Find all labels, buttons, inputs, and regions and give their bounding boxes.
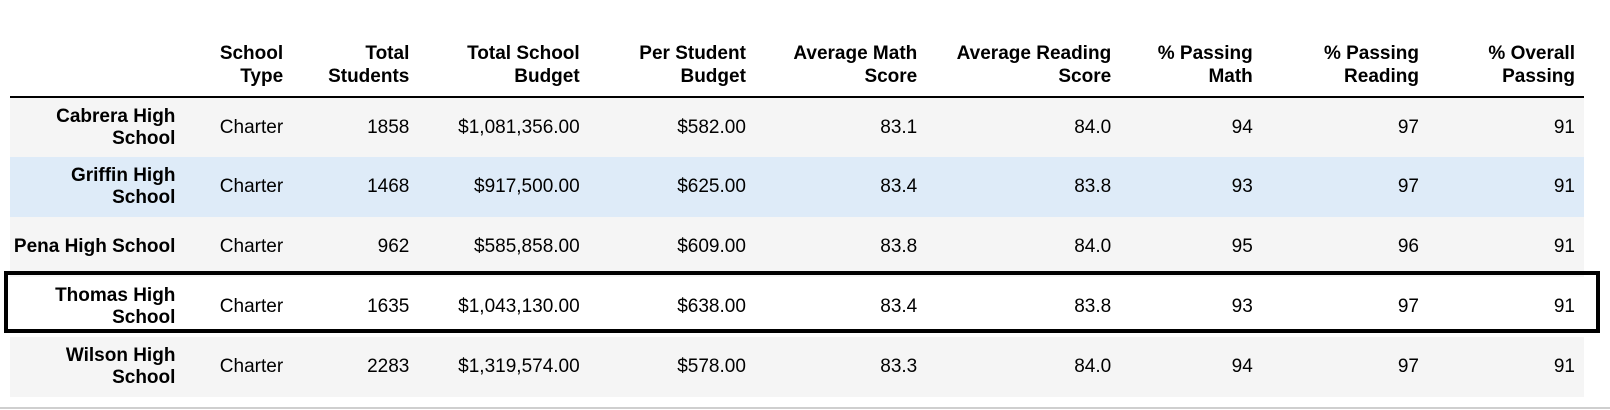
cell-school-type: Charter	[219, 356, 284, 377]
table-row: Wilson High School Charter 2283 $1,319,5…	[10, 337, 1584, 397]
row-index-school-name: Wilson High School	[65, 345, 176, 388]
cell-total-school-budget: $917,500.00	[474, 176, 580, 197]
cell-average-math-score: 83.8	[880, 236, 918, 257]
cell-passing-reading: 97	[1397, 296, 1419, 317]
cell-total-students: 2283	[367, 356, 410, 377]
cell-passing-math: 93	[1231, 176, 1253, 197]
table-row: Griffin High School Charter 1468 $917,50…	[10, 157, 1584, 217]
cell-average-math-score: 83.4	[880, 176, 918, 197]
cell-total-students: 962	[377, 236, 410, 257]
table-header-row: School Type Total Students Total School …	[10, 30, 1584, 98]
cell-per-student-budget: $625.00	[677, 176, 746, 197]
column-header-total-school-budget: Total School Budget	[418, 30, 589, 98]
cell-per-student-budget: $638.00	[677, 296, 746, 317]
school-summary-table: School Type Total Students Total School …	[10, 30, 1584, 397]
cell-average-reading-score: 84.0	[1074, 236, 1112, 257]
school-summary-table-container: School Type Total Students Total School …	[10, 30, 1584, 397]
cell-school-type: Charter	[219, 236, 284, 257]
cell-passing-math: 95	[1231, 236, 1253, 257]
cell-passing-reading: 96	[1397, 236, 1419, 257]
cell-per-student-budget: $609.00	[677, 236, 746, 257]
cell-passing-math: 94	[1231, 116, 1253, 138]
cell-total-school-budget: $1,319,574.00	[458, 356, 580, 377]
row-index-school-name: Griffin High School	[70, 165, 176, 208]
cell-total-school-budget: $1,043,130.00	[458, 296, 580, 317]
row-index-school-name: Thomas High School	[55, 285, 176, 328]
column-header-passing-reading: % Passing Reading	[1261, 30, 1428, 98]
table-row-highlighted: Thomas High School Charter 1635 $1,043,1…	[10, 277, 1584, 337]
cell-average-reading-score: 83.8	[1074, 176, 1112, 197]
cell-overall-passing: 91	[1553, 176, 1575, 197]
column-header-index	[10, 30, 185, 98]
cell-overall-passing: 91	[1553, 116, 1575, 138]
cell-per-student-budget: $578.00	[677, 356, 746, 377]
cell-overall-passing: 91	[1553, 296, 1575, 317]
column-header-passing-math: % Passing Math	[1120, 30, 1262, 98]
cell-school-type: Charter	[219, 116, 284, 138]
cell-overall-passing: 91	[1553, 236, 1575, 257]
cell-average-math-score: 83.4	[880, 296, 918, 317]
column-header-average-reading-score: Average Reading Score	[926, 30, 1121, 98]
output-bottom-divider	[0, 407, 1610, 409]
cell-total-students: 1468	[367, 176, 410, 197]
cell-passing-reading: 97	[1397, 116, 1419, 138]
cell-total-school-budget: $1,081,356.00	[458, 116, 580, 138]
cell-passing-math: 93	[1231, 296, 1253, 317]
column-header-overall-passing: % Overall Passing	[1427, 30, 1584, 98]
row-index-school-name: Cabrera High School	[56, 105, 176, 149]
cell-passing-reading: 97	[1397, 356, 1419, 377]
cell-overall-passing: 91	[1553, 356, 1575, 377]
cell-average-reading-score: 84.0	[1074, 356, 1112, 377]
column-header-total-students: Total Students	[292, 30, 419, 98]
cell-average-reading-score: 84.0	[1074, 116, 1112, 138]
cell-passing-reading: 97	[1397, 176, 1419, 197]
cell-total-students: 1635	[367, 296, 410, 317]
column-header-average-math-score: Average Math Score	[754, 30, 927, 98]
cell-passing-math: 94	[1231, 356, 1253, 377]
cell-per-student-budget: $582.00	[677, 116, 746, 138]
column-header-per-student-budget: Per Student Budget	[588, 30, 755, 98]
column-header-school-type: School Type	[184, 30, 293, 98]
cell-average-reading-score: 83.8	[1074, 296, 1112, 317]
table-row: Pena High School Charter 962 $585,858.00…	[10, 217, 1584, 277]
cell-total-students: 1858	[367, 116, 410, 138]
cell-school-type: Charter	[219, 176, 284, 197]
cell-average-math-score: 83.3	[880, 356, 918, 377]
row-index-school-name: Pena High School	[13, 236, 176, 257]
cell-average-math-score: 83.1	[880, 116, 918, 138]
table-row: Cabrera High School Charter 1858 $1,081,…	[10, 97, 1584, 157]
cell-school-type: Charter	[219, 296, 284, 317]
cell-total-school-budget: $585,858.00	[474, 236, 580, 257]
